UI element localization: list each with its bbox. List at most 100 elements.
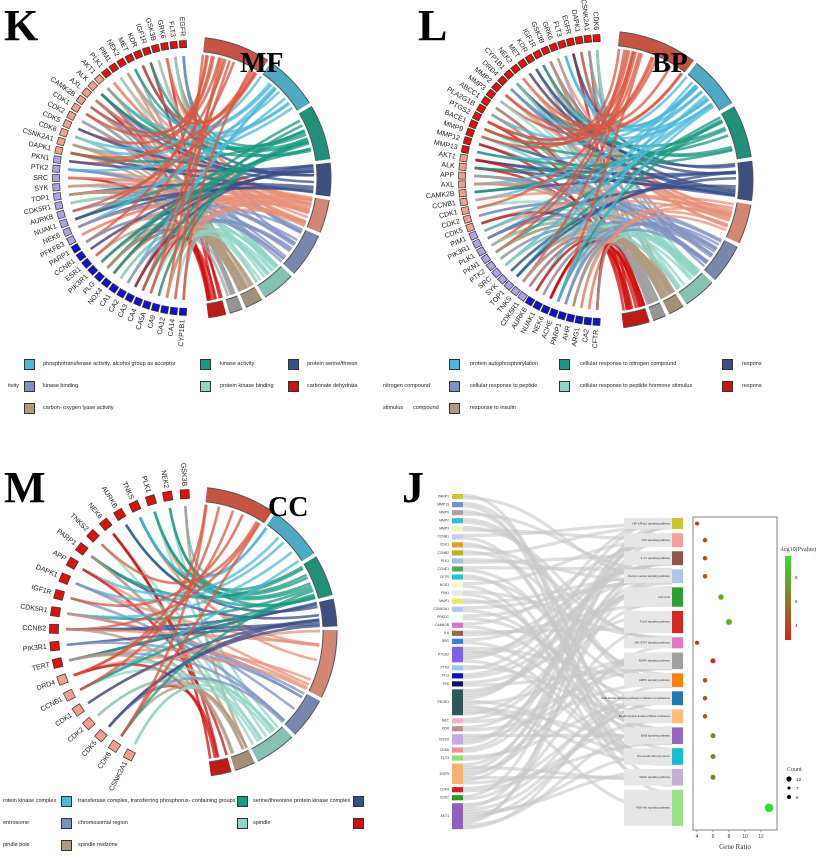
gene-node-label: KDR	[442, 727, 450, 731]
gene-label: CDK5R1	[20, 603, 48, 614]
pathway-label-bg	[624, 652, 672, 670]
colorbar	[785, 556, 791, 640]
gene-label: CDK1	[54, 712, 73, 728]
gene-node-label: PLK1	[441, 559, 449, 563]
gene-label: APP	[440, 172, 455, 179]
dotplot-point	[710, 774, 716, 780]
gene-square	[51, 657, 64, 669]
legend-swatch	[237, 818, 248, 829]
gene-square	[62, 119, 73, 130]
gene-square	[62, 226, 73, 237]
pathway-node-label: FoxO signaling pathway	[640, 620, 670, 624]
pathway-node-label: AGE-RAGE signaling pathway in diabetic c…	[601, 696, 670, 700]
gene-node	[452, 681, 463, 687]
gene-square	[87, 264, 99, 276]
gene-node	[452, 598, 463, 604]
chord-ribbon	[476, 148, 733, 167]
gene-node	[452, 795, 463, 801]
dotplot-point	[710, 733, 716, 739]
legend-swatch	[61, 796, 72, 807]
chord-ribbon	[70, 513, 244, 607]
gene-square	[574, 35, 584, 45]
gene-square	[460, 144, 470, 155]
gene-square	[471, 111, 483, 122]
chord-ribbon	[487, 212, 709, 263]
dotplot-point	[702, 714, 708, 719]
gene-node	[452, 622, 463, 628]
term-arc	[206, 301, 226, 318]
chord-ribbon	[483, 195, 734, 233]
gene-square	[540, 304, 551, 315]
gene-node	[452, 646, 463, 663]
chord-ribbon	[495, 50, 634, 254]
gene-label: CDK5	[81, 740, 99, 759]
chord-ribbons	[474, 48, 737, 311]
dotplot-point	[726, 619, 732, 625]
gene-node	[452, 534, 463, 540]
chord-ribbon	[182, 69, 252, 300]
panel-title-bp: BP	[652, 48, 688, 79]
chord-ribbon	[556, 84, 698, 303]
dotplot-point	[710, 658, 716, 664]
gene-node	[452, 510, 463, 516]
gene-node	[452, 590, 463, 596]
gene-square	[56, 209, 66, 220]
gene-node-label: MMP3	[439, 527, 449, 531]
gene-label: CDK2	[67, 726, 86, 744]
gene-node-label: EGFR	[440, 772, 450, 776]
gene-label: CA14	[168, 318, 177, 336]
gene-label: DRD4	[36, 679, 56, 692]
gene-label: CDK1	[439, 209, 459, 220]
gene-square	[178, 307, 188, 316]
gene-label: PLK1	[140, 475, 152, 494]
gene-square	[70, 102, 82, 114]
gene-square	[81, 257, 93, 269]
gene-label: PTK2	[31, 164, 49, 172]
gene-square	[116, 287, 127, 299]
term-arc	[299, 106, 330, 162]
gene-square	[52, 155, 62, 164]
pathway-node-label: Oocyte meiosis signaling pathway	[628, 574, 671, 578]
gene-square	[49, 640, 61, 652]
chord-ribbon	[67, 551, 293, 619]
chord-diagram-m: GSK3BNEK2PLK1TNKSAURKBNEK6TNKS2PARP1APPD…	[20, 463, 338, 792]
term-arc	[688, 63, 732, 111]
gene-node	[452, 606, 463, 612]
pathway-label-bg	[624, 768, 672, 786]
term-arc	[262, 62, 310, 111]
gene-node-label: CSNK2A1	[434, 607, 450, 611]
gene-node	[452, 550, 463, 556]
sankey-link	[462, 684, 673, 807]
gene-square	[465, 127, 476, 138]
chord-ribbon	[483, 58, 658, 146]
gene-label: DAPK1	[570, 9, 581, 33]
gene-label: APP	[51, 550, 67, 563]
gene-square	[510, 285, 521, 297]
gene-square	[491, 267, 502, 279]
gene-node-label: MMP13	[437, 503, 449, 507]
legend-label: protein serine/threon	[307, 361, 358, 367]
gene-node	[452, 502, 463, 508]
gene-node	[452, 582, 463, 588]
pathway-node-label: MAPK signaling pathway	[639, 659, 671, 663]
gene-square	[75, 94, 87, 106]
chord-ribbon	[107, 624, 320, 728]
gene-label: NEK6	[86, 502, 103, 521]
gene-node-label: PRKDC	[437, 615, 449, 619]
gene-square	[108, 282, 120, 294]
gene-square	[124, 292, 135, 303]
gene-square	[74, 542, 89, 556]
gene-square	[503, 69, 515, 81]
dotplot-point	[710, 754, 716, 760]
pathway-node-label: Non-small cell lung cancer	[637, 754, 670, 758]
chord-ribbon	[173, 227, 278, 300]
gene-square	[160, 41, 170, 51]
term-arc	[205, 488, 272, 523]
gene-node-label: AKT1	[441, 814, 450, 818]
chord-ribbons	[66, 504, 321, 759]
colorbar-tick-label: 4	[795, 623, 798, 628]
gene-square	[583, 34, 593, 44]
legend-swatch	[24, 381, 35, 392]
gene-square	[459, 153, 469, 163]
